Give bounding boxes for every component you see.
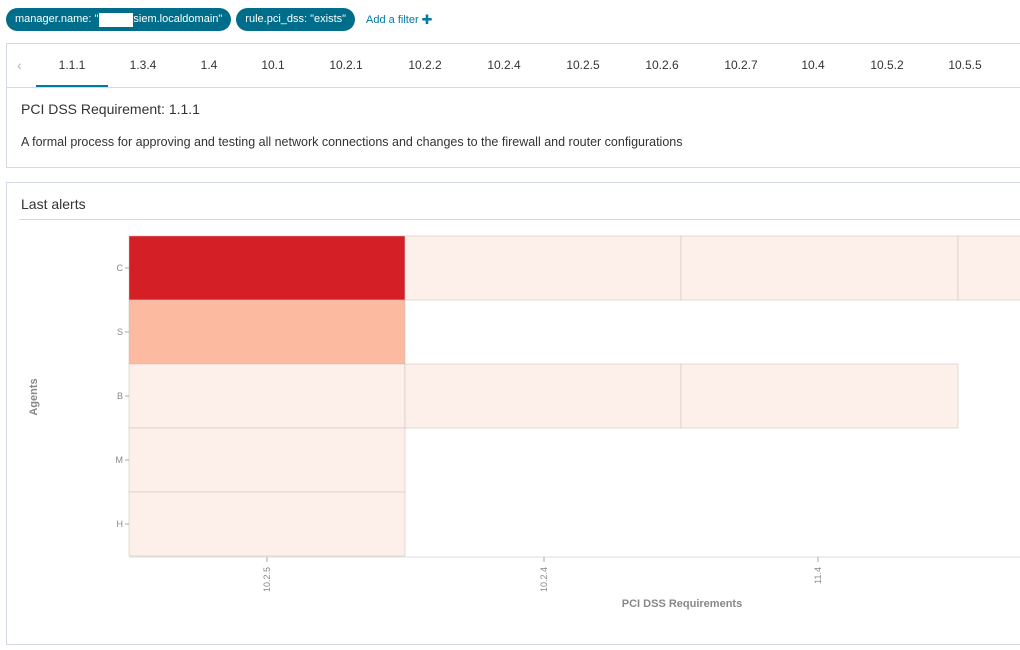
tab-10-4[interactable]: 10.4 (801, 58, 825, 72)
heatmap-cell (128, 427, 406, 493)
add-filter-label: Add a filter (366, 13, 419, 26)
y-tick-label: H (117, 519, 124, 529)
heatmap-cell (680, 363, 959, 429)
tab-10-1[interactable]: 10.1 (261, 58, 285, 72)
x-tick-label: 10.2.5 (262, 567, 272, 592)
tab-1-1-1[interactable]: 1.1.1 (36, 44, 108, 87)
heatmap-cell (128, 235, 406, 301)
heatmap-cell (128, 491, 406, 557)
requirement-description: A formal process for approving and testi… (21, 135, 683, 149)
heatmap-cell (680, 235, 959, 301)
heatmap-cell (404, 363, 682, 429)
add-filter-button[interactable]: Add a filter ✚ (366, 12, 433, 28)
requirement-title: PCI DSS Requirement: 1.1.1 (21, 101, 200, 117)
tab-10-2-6[interactable]: 10.2.6 (645, 58, 679, 72)
y-tick-label: M (116, 455, 124, 465)
heatmap-cell (404, 235, 682, 301)
tab-10-2-5[interactable]: 10.2.5 (566, 58, 600, 72)
filter-pill-manager-name[interactable]: manager.name: " siem.localdomain" (6, 8, 232, 31)
tab-10-5-2[interactable]: 10.5.2 (870, 58, 904, 72)
tab-10-2-4[interactable]: 10.2.4 (487, 58, 521, 72)
filter-pill-label: rule.pci_dss: "exists" (245, 13, 347, 25)
tab-1-4[interactable]: 1.4 (200, 58, 218, 72)
heatmap-cell (128, 299, 406, 365)
y-tick-label: S (117, 327, 123, 337)
x-axis-title: PCI DSS Requirements (622, 598, 742, 610)
redacted-value (99, 12, 134, 27)
filter-pill-pci-dss[interactable]: rule.pci_dss: "exists" (236, 8, 356, 31)
x-tick-label: 11.4 (813, 567, 823, 584)
y-tick-label: B (117, 391, 123, 401)
heatmap-cell (957, 235, 1020, 301)
chevron-left-icon[interactable]: ‹ (17, 57, 22, 73)
tab-10-2-2[interactable]: 10.2.2 (408, 58, 442, 72)
tab-10-2-7[interactable]: 10.2.7 (724, 58, 758, 72)
y-tick-label: C (117, 263, 124, 273)
tab-10-5-5[interactable]: 10.5.5 (948, 58, 982, 72)
pci-requirements-panel: ‹ 1.1.1 1.3.4 1.4 10.1 10.2.1 10.2.2 10.2.4 10.… (6, 43, 1020, 168)
heatmap-cell (128, 363, 406, 429)
alerts-heatmap: C S B M H 10.2.5 10.2.4 11.4 PCI DSS Requirement… (28, 235, 1020, 610)
filter-pill-label: siem.localdomain" (133, 13, 223, 25)
y-axis-title: Agents (28, 378, 40, 415)
x-tick-label: 10.2.4 (539, 567, 549, 592)
filter-bar: manager.name: " siem.localdomain" rule.p… (6, 8, 433, 31)
last-alerts-panel: Last alerts C S B M H 10.2.5 10.2.4 11.4 PCI DSS… (6, 182, 1020, 645)
requirement-tabs: ‹ 1.1.1 1.3.4 1.4 10.1 10.2.1 10.2.2 10.2.4 10.… (7, 44, 1020, 88)
plus-icon: ✚ (421, 11, 433, 27)
divider (19, 219, 1020, 220)
tab-10-2-1[interactable]: 10.2.1 (329, 58, 363, 72)
filter-pill-label: manager.name: " (15, 13, 99, 25)
tab-1-3-4[interactable]: 1.3.4 (129, 58, 157, 72)
panel-title: Last alerts (21, 196, 86, 212)
